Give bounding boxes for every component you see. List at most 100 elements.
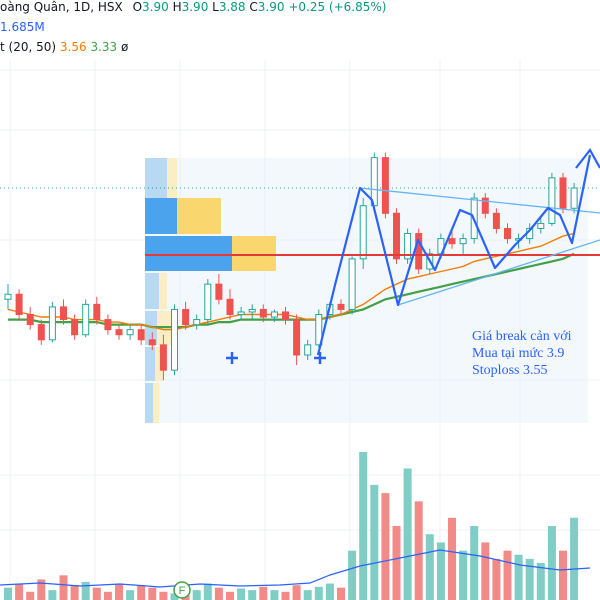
candle-body bbox=[248, 308, 256, 313]
volume-bar bbox=[15, 583, 24, 600]
candle-body bbox=[304, 344, 312, 356]
ma-slow-value: 3.33 bbox=[90, 40, 118, 54]
candle-body bbox=[537, 222, 545, 229]
candle-body bbox=[270, 311, 278, 318]
volume-bar bbox=[259, 586, 268, 600]
volume-bar bbox=[270, 590, 279, 600]
candle-body bbox=[171, 308, 178, 371]
volume-bar bbox=[203, 583, 212, 600]
candle-body bbox=[337, 303, 345, 310]
low-value: 3.88 bbox=[218, 0, 246, 14]
candle-body bbox=[148, 339, 156, 346]
volume-ma-line bbox=[0, 549, 591, 588]
candle-body bbox=[293, 319, 301, 356]
volume-bar bbox=[237, 588, 246, 600]
volume-bar bbox=[148, 587, 157, 600]
volume-bar bbox=[303, 590, 312, 600]
volume-bar bbox=[226, 591, 234, 600]
volume-bar bbox=[314, 586, 323, 600]
candle-body bbox=[259, 308, 267, 318]
volume-bar bbox=[214, 587, 223, 600]
volume-bars bbox=[4, 452, 579, 600]
volume-bar bbox=[559, 550, 567, 600]
volume-bar bbox=[81, 581, 90, 600]
volume-profile-bar bbox=[145, 347, 155, 381]
candle-body bbox=[204, 283, 212, 321]
candle-body bbox=[71, 319, 79, 336]
volume-profile-bar bbox=[145, 158, 167, 198]
candle-body bbox=[60, 306, 67, 321]
volume-bar bbox=[26, 591, 35, 600]
volume-bar bbox=[403, 468, 412, 600]
volume-bar bbox=[292, 585, 301, 600]
candle-body bbox=[193, 319, 201, 326]
support-trendline[interactable] bbox=[397, 239, 600, 306]
volume-profile-bar bbox=[167, 158, 177, 198]
candle-body bbox=[137, 329, 145, 341]
candle-body bbox=[393, 212, 400, 260]
volume-bar bbox=[37, 579, 46, 600]
volume-bar bbox=[425, 534, 434, 600]
candle-body bbox=[282, 311, 289, 321]
candle-body bbox=[504, 227, 511, 240]
candle-body bbox=[459, 238, 467, 245]
volume-profile bbox=[145, 158, 588, 423]
candle-body bbox=[237, 311, 245, 316]
wave-pattern-line[interactable] bbox=[316, 154, 592, 356]
candle-body bbox=[37, 324, 45, 341]
crossover-markers bbox=[226, 352, 326, 364]
volume-bar bbox=[414, 501, 423, 600]
volume-bar bbox=[48, 590, 57, 600]
volume-value: 1.685M bbox=[0, 20, 45, 34]
volume-profile-bar bbox=[145, 198, 177, 234]
volume-bar bbox=[536, 563, 545, 600]
volume-bar bbox=[70, 585, 79, 600]
volume-profile-bar bbox=[145, 383, 153, 423]
open-value: 3.90 bbox=[142, 0, 169, 14]
trade-annotation[interactable]: Giá break cản với Mua tại mức 3.9 Stoplo… bbox=[472, 328, 572, 379]
volume-profile-bar bbox=[153, 383, 159, 423]
candle-body bbox=[26, 314, 34, 326]
volume-profile-bar bbox=[145, 236, 232, 271]
volume-profile-bar bbox=[232, 236, 276, 271]
candle-body bbox=[159, 344, 167, 371]
volume-bar bbox=[115, 583, 123, 600]
candle-body bbox=[404, 233, 412, 260]
volume-bar bbox=[525, 558, 534, 600]
volume-bar bbox=[492, 558, 501, 600]
volume-bar bbox=[159, 591, 168, 600]
candle-body bbox=[4, 293, 12, 300]
volume-legend: 1.685M bbox=[0, 20, 45, 34]
volume-bar bbox=[137, 585, 146, 600]
resistance-trendline[interactable] bbox=[359, 187, 600, 214]
change-value: +0.25 (+6.85%) bbox=[288, 0, 387, 14]
symbol-legend: oàng Quân, 1D, HSX O3.90 H3.90 L3.88 C3.… bbox=[0, 0, 386, 14]
volume-bar bbox=[103, 591, 112, 600]
volume-bar bbox=[126, 590, 135, 600]
candle-body bbox=[104, 319, 112, 331]
open-label: O bbox=[132, 0, 143, 14]
indicator-name: t (20, 50) bbox=[0, 40, 57, 54]
low-label: L bbox=[212, 0, 219, 14]
volume-bar bbox=[337, 587, 345, 600]
close-value: 3.90 bbox=[257, 0, 285, 14]
ma-slow-line bbox=[8, 252, 575, 329]
annotation-line-2: Mua tại mức 3.9 bbox=[472, 346, 565, 361]
candle-body bbox=[93, 303, 101, 321]
volume-bar bbox=[436, 542, 445, 600]
volume-bar bbox=[248, 590, 257, 600]
high-label: H bbox=[172, 0, 182, 14]
candle-body bbox=[415, 233, 423, 270]
volume-profile-bar bbox=[177, 198, 221, 234]
annotation-line-3: Stoploss 3.55 bbox=[472, 363, 548, 378]
ma-legend[interactable]: t (20, 50) 3.56 3.33 ø bbox=[0, 40, 128, 54]
volume-bar bbox=[381, 493, 390, 600]
earnings-marker[interactable]: F bbox=[173, 581, 191, 599]
candle-body bbox=[559, 177, 567, 209]
candle-body bbox=[381, 157, 389, 214]
volume-profile-bar bbox=[145, 273, 159, 309]
settings-icon[interactable]: ø bbox=[120, 40, 129, 54]
candle-body bbox=[348, 258, 356, 310]
candle-body bbox=[359, 205, 367, 260]
